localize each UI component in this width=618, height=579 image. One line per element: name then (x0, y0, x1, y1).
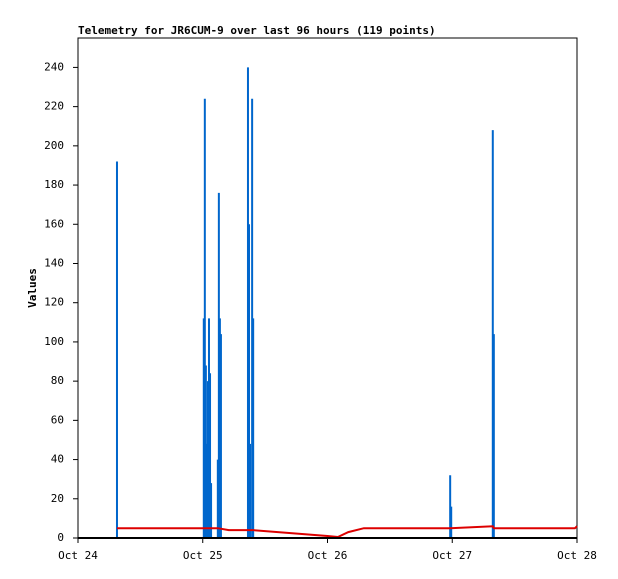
plot-frame (77, 37, 578, 539)
y-tick-label: 0 (57, 531, 64, 544)
y-tick-label: 160 (44, 217, 64, 230)
y-tick-label: 220 (44, 100, 64, 113)
y-axis-label: Values (26, 268, 39, 308)
x-tick-label: Oct 25 (183, 549, 223, 562)
x-tick-label: Oct 26 (308, 549, 348, 562)
y-tick-label: 20 (51, 492, 64, 505)
line (116, 525, 578, 539)
y-tick-label: 40 (51, 453, 64, 466)
y-tick-label: 180 (44, 178, 64, 191)
x-tick-label: Oct 28 (557, 549, 597, 562)
y-tick-label: 120 (44, 296, 64, 309)
y-tick-label: 80 (51, 374, 64, 387)
y-tick-label: 60 (51, 413, 64, 426)
chart-title: Telemetry for JR6CUM-9 over last 96 hour… (78, 24, 436, 37)
y-tick-label: 140 (44, 256, 64, 269)
y-tick-label: 100 (44, 335, 64, 348)
x-tick-label: Oct 27 (432, 549, 472, 562)
y-tick-label: 200 (44, 139, 64, 152)
y-tick-label: 240 (44, 60, 64, 73)
x-tick-label: Oct 24 (58, 549, 98, 562)
